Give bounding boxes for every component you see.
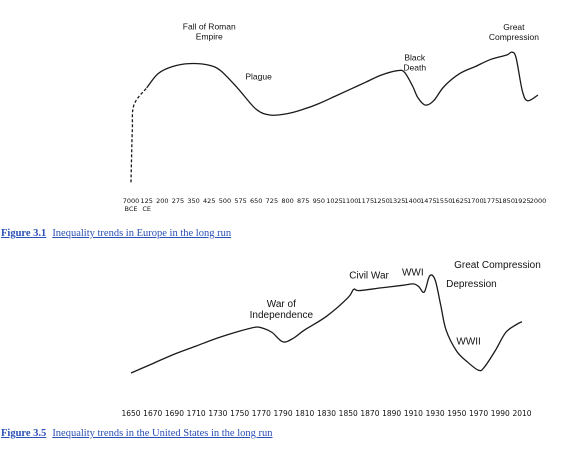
x-tick-label: 1970 bbox=[469, 409, 488, 418]
x-tick-label: 1750 bbox=[230, 409, 249, 418]
x-tick-label: 1950 bbox=[447, 409, 466, 418]
figure-3-5-caption[interactable]: Figure 3.5 Inequality trends in the Unite… bbox=[1, 428, 272, 439]
annotation-label: Depression bbox=[446, 279, 497, 290]
figure-3-1-number[interactable]: Figure 3.1 bbox=[1, 228, 47, 239]
x-tick-label: 650 bbox=[250, 197, 262, 205]
x-tick-label: 1890 bbox=[382, 409, 401, 418]
x-tick-label: 425 bbox=[203, 197, 215, 205]
x-tick-label: 1830 bbox=[317, 409, 336, 418]
x-tick-label: 7000 BCE bbox=[123, 197, 140, 213]
x-tick-label: 1990 bbox=[491, 409, 510, 418]
x-tick-label: 1025 bbox=[326, 197, 343, 205]
x-tick-label: 1850 bbox=[498, 197, 515, 205]
annotation-label: Great Compression bbox=[489, 22, 539, 42]
x-tick-label: 1670 bbox=[143, 409, 162, 418]
x-tick-label: 1770 bbox=[252, 409, 271, 418]
figure-3-1-title[interactable]: Inequality trends in Europe in the long … bbox=[52, 228, 232, 239]
annotation-label: WWI bbox=[402, 268, 424, 279]
x-tick-label: 1790 bbox=[274, 409, 293, 418]
series-line bbox=[130, 274, 523, 374]
figure-3-5-number[interactable]: Figure 3.5 bbox=[1, 428, 47, 439]
x-tick-label: 350 bbox=[187, 197, 199, 205]
x-tick-label: 1700 bbox=[467, 197, 484, 205]
x-tick-label: 275 bbox=[172, 197, 184, 205]
x-tick-label: 1475 bbox=[420, 197, 437, 205]
x-tick-label: 1775 bbox=[483, 197, 500, 205]
x-tick-label: 200 bbox=[156, 197, 168, 205]
x-tick-label: 500 bbox=[219, 197, 231, 205]
x-tick-label: 725 bbox=[266, 197, 278, 205]
x-tick-label: 1325 bbox=[389, 197, 406, 205]
annotation-label: Civil War bbox=[349, 271, 389, 282]
x-tick-label: 1925 bbox=[514, 197, 531, 205]
annotation-label: WWII bbox=[456, 337, 480, 348]
series-line-dashed bbox=[130, 87, 148, 183]
figure-3-5-title[interactable]: Inequality trends in the United States i… bbox=[52, 428, 273, 439]
figure-3-1-caption[interactable]: Figure 3.1 Inequality trends in Europe in… bbox=[1, 228, 231, 239]
x-tick-label: 800 bbox=[281, 197, 293, 205]
x-tick-label: 950 bbox=[313, 197, 325, 205]
annotation-label: Fall of Roman Empire bbox=[183, 21, 236, 41]
x-tick-label: 1625 bbox=[451, 197, 468, 205]
x-tick-label: 2000 bbox=[530, 197, 547, 205]
annotation-label: Plague bbox=[245, 71, 272, 81]
x-tick-label: 1850 bbox=[339, 409, 358, 418]
x-tick-label: 1710 bbox=[187, 409, 206, 418]
x-tick-label: 1400 bbox=[404, 197, 421, 205]
x-tick-label: 1810 bbox=[295, 409, 314, 418]
annotation-label: Black Death bbox=[403, 52, 426, 72]
annotation-label: War of Independence bbox=[250, 299, 314, 321]
x-tick-label: 875 bbox=[297, 197, 309, 205]
x-tick-label: 1870 bbox=[360, 409, 379, 418]
x-tick-label: 1100 bbox=[342, 197, 359, 205]
x-tick-label: 1650 bbox=[121, 409, 140, 418]
series-line bbox=[146, 51, 539, 116]
annotation-label: Great Compression bbox=[454, 260, 541, 271]
x-tick-label: 1730 bbox=[208, 409, 227, 418]
x-tick-label: 1930 bbox=[426, 409, 445, 418]
x-tick-label: 1175 bbox=[358, 197, 375, 205]
x-tick-label: 1250 bbox=[373, 197, 390, 205]
x-tick-label: 2010 bbox=[512, 409, 531, 418]
x-tick-label: 1690 bbox=[165, 409, 184, 418]
x-tick-label: 575 bbox=[234, 197, 246, 205]
x-tick-label: 1910 bbox=[404, 409, 423, 418]
x-tick-label: 1550 bbox=[436, 197, 453, 205]
x-tick-label: 125 CE bbox=[140, 197, 152, 213]
